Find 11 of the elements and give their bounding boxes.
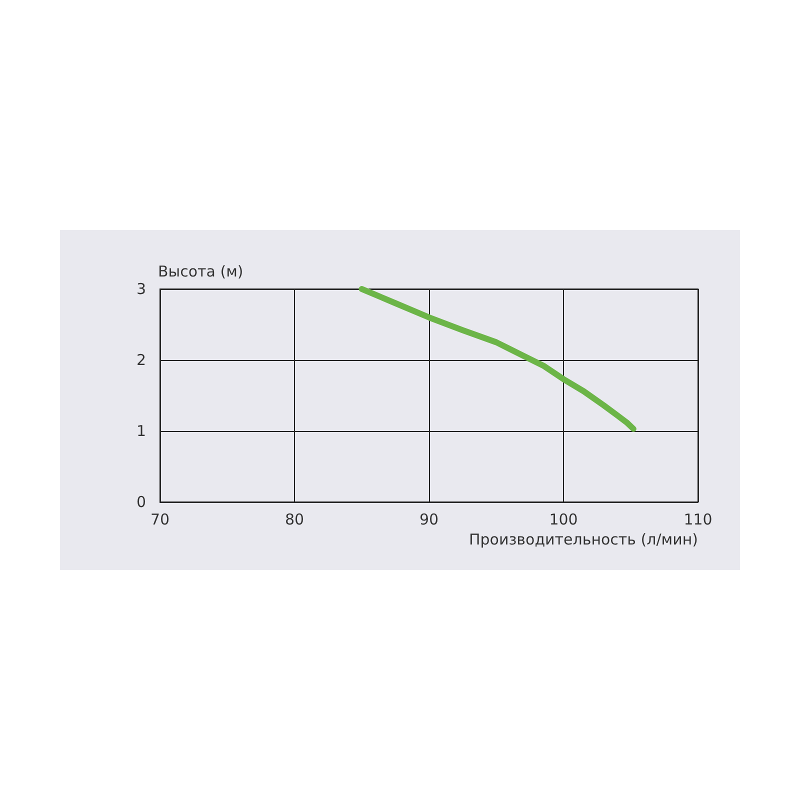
x-tick-label: 110 xyxy=(684,510,712,528)
y-tick-label: 2 xyxy=(136,351,146,369)
x-axis-title: Производительность (л/мин) xyxy=(468,530,698,548)
x-tick-label: 70 xyxy=(150,510,170,528)
x-tick-label: 100 xyxy=(549,510,578,528)
y-axis-title: Высота (м) xyxy=(158,262,244,280)
x-tick-label: 80 xyxy=(284,510,304,528)
y-tick-label: 3 xyxy=(136,280,146,298)
y-tick-label: 0 xyxy=(136,493,146,511)
y-tick-label: 1 xyxy=(136,422,146,440)
x-tick-label: 90 xyxy=(419,510,439,528)
